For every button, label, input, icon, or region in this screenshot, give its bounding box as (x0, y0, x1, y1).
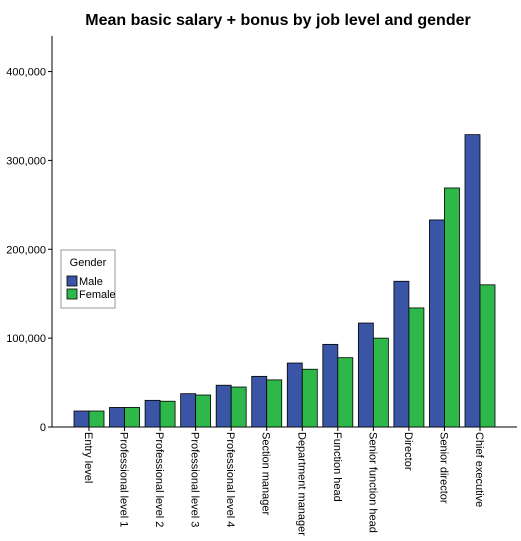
bar-male (73, 410, 90, 428)
x-tick-label: Entry level (82, 432, 94, 483)
y-tick-label: 200,000 (6, 244, 46, 256)
legend-swatch-female (66, 288, 78, 300)
y-tick-label: 0 (40, 422, 46, 434)
bar-female (124, 407, 140, 428)
bar-female (372, 337, 389, 428)
bar-female (337, 357, 354, 428)
x-tick-label: Senior director (437, 432, 449, 504)
chart-title: Mean basic salary + bonus by job level a… (85, 12, 471, 29)
x-tick-label: Function head (331, 432, 343, 502)
bar-female (195, 394, 212, 428)
bar-male (393, 280, 410, 428)
legend-label-male: Male (79, 276, 103, 288)
x-tick-label: Director (402, 432, 414, 471)
bar-female (444, 187, 460, 428)
x-tick-label: Section manager (260, 432, 272, 515)
y-tick-label: 300,000 (6, 155, 46, 167)
x-tick-label: Professional level 3 (189, 432, 201, 527)
legend-title: Gender (70, 257, 107, 269)
legend-label-female: Female (79, 289, 116, 301)
legend-swatch-male (66, 275, 78, 287)
bar-male (180, 393, 197, 428)
bar-male (144, 399, 161, 428)
bar-female (88, 410, 105, 428)
y-tick-label: 400,000 (6, 67, 46, 79)
bar-male (464, 134, 481, 428)
x-tick-label: Professional level 2 (153, 432, 165, 527)
bar-male (357, 322, 374, 428)
x-tick-label: Department manager (295, 432, 307, 536)
x-tick-label: Professional level 1 (118, 432, 130, 527)
x-tick-label: Chief executive (473, 432, 485, 507)
bar-male (429, 219, 445, 428)
bar-female (301, 368, 318, 428)
bar-female (230, 386, 247, 428)
x-tick-label: Senior function head (366, 432, 378, 533)
bar-male (215, 384, 232, 428)
bar-male (109, 407, 125, 428)
bar-female (479, 284, 496, 428)
bar-female (408, 307, 425, 428)
y-tick-label: 100,000 (6, 333, 46, 345)
bar-female (159, 400, 176, 428)
bar-female (266, 379, 283, 428)
bar-male (286, 362, 303, 428)
bar-male (322, 343, 339, 428)
bar-male (251, 375, 268, 428)
x-tick-label: Professional level 4 (224, 432, 236, 527)
